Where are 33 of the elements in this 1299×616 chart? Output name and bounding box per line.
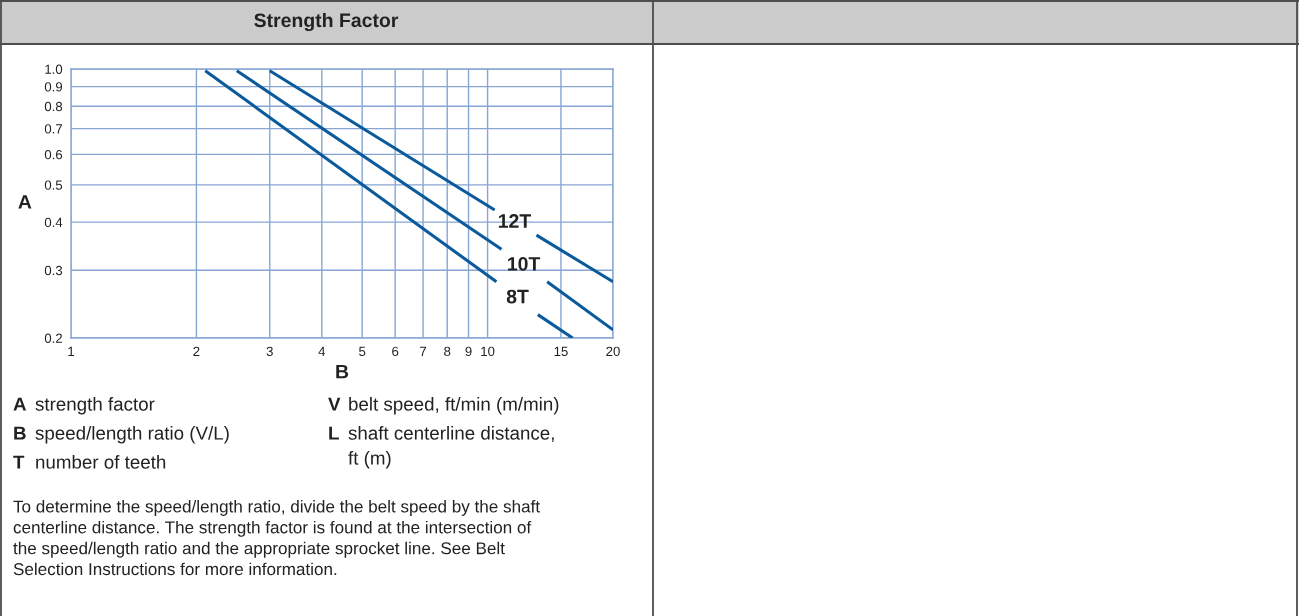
series-label: 10T	[508, 256, 541, 271]
x-tick-label: 7	[420, 346, 427, 356]
y-tick-label: 0.5	[44, 180, 63, 190]
y-tick-label: 0.2	[44, 333, 63, 343]
x-tick-label: 10	[481, 346, 495, 357]
x-tick-label: 1	[68, 346, 75, 356]
x-tick-label: 8	[444, 346, 451, 357]
y-axis-title: A	[18, 195, 32, 209]
text: T number of teeth	[13, 455, 166, 469]
series-label: 12T	[498, 214, 531, 228]
x-tick-label: 3	[266, 346, 273, 357]
y-tick-label: 0.6	[44, 149, 63, 160]
y-tick-label: 0.9	[44, 82, 63, 92]
x-tick-label: 15	[554, 346, 568, 357]
text: V belt speed, ft/min (m/min)	[328, 397, 559, 415]
chart-title: Strength Factor	[254, 12, 399, 32]
text: L shaft centerline distance, ft (m)	[329, 426, 554, 469]
text: B speed/length ratio (V/L)	[14, 426, 229, 444]
y-tick-label: 0.4	[44, 217, 63, 228]
text: A strength factor	[13, 397, 155, 415]
x-tick-label: 20	[606, 346, 620, 357]
text: To determine the speed/length ratio, divide the belt speed by the shaft centerline distance. The strength factor is found at the intersection of the speed/length ratio and the appropriate sprocket line. See Belt Selection Instructions for more information.	[13, 500, 540, 576]
y-tick-label: 0.3	[44, 265, 63, 276]
x-axis-title: B	[336, 364, 349, 379]
y-tick-label: 0.7	[44, 124, 63, 134]
x-tick-label: 6	[392, 346, 399, 357]
y-tick-label: 1.0	[45, 64, 63, 74]
x-tick-label: 9	[465, 346, 472, 357]
x-tick-label: 5	[359, 346, 366, 357]
series-label: 8T	[506, 289, 529, 304]
x-tick-label: 2	[193, 346, 200, 356]
x-tick-label: 4	[318, 346, 326, 356]
y-tick-label: 0.8	[44, 101, 63, 112]
